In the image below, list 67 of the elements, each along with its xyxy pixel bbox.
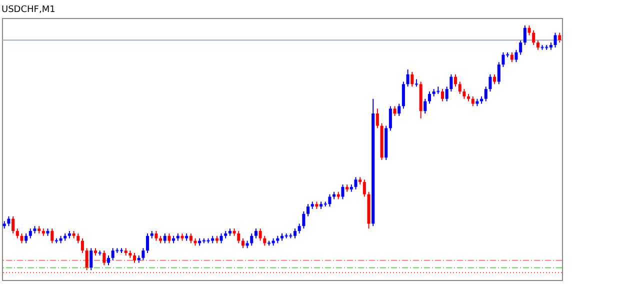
candlestick (428, 90, 431, 104)
candlestick (536, 40, 540, 50)
candlestick (12, 216, 15, 234)
candlestick (493, 74, 496, 85)
candlestick (189, 232, 192, 244)
candlestick (258, 228, 262, 242)
candlestick (263, 235, 266, 246)
candlestick (532, 30, 536, 46)
candlestick (488, 74, 492, 92)
candlestick (106, 254, 110, 266)
candlestick (514, 49, 518, 63)
candlestick (168, 232, 171, 244)
candlestick (523, 24, 526, 46)
candlestick (328, 194, 332, 208)
candlestick (133, 252, 136, 264)
candlestick (406, 68, 410, 88)
chart-title: USDCHF,M1 (2, 5, 56, 15)
candlestick (102, 250, 106, 266)
candlestick (293, 228, 297, 239)
candlestick (354, 176, 358, 190)
candlestick (7, 216, 10, 227)
candlestick (398, 103, 401, 116)
candlestick (502, 52, 505, 68)
candlestick (163, 232, 166, 244)
candlestick (558, 32, 562, 44)
candlestick (237, 230, 240, 244)
candlestick (306, 204, 310, 217)
candlestick (76, 232, 80, 244)
candlestick (376, 108, 379, 129)
candlestick (142, 248, 145, 261)
candlestick (24, 232, 28, 244)
candlestick (302, 210, 306, 230)
candlestick (241, 238, 244, 249)
candlestick (220, 232, 223, 244)
candlestick (85, 248, 88, 271)
candlestick (20, 232, 24, 244)
candlestick (111, 248, 114, 261)
candlestick (80, 238, 84, 254)
candlestick (28, 228, 32, 239)
candlestick (462, 88, 466, 100)
candlestick (16, 228, 19, 239)
candlestick (454, 74, 458, 88)
candlestick (497, 62, 500, 85)
candlestick (341, 184, 344, 200)
candlestick (440, 88, 444, 102)
candlestick (528, 24, 531, 36)
candlestick (484, 86, 488, 102)
candlestick (450, 74, 453, 92)
candlestick (510, 52, 514, 63)
candlestick (393, 106, 396, 116)
candlestick (554, 32, 557, 48)
candlestick (424, 98, 427, 114)
candlestick (445, 86, 448, 102)
candlestick (519, 40, 522, 56)
candlestick (254, 228, 258, 239)
candlestick (154, 230, 158, 242)
candlestick (458, 81, 462, 94)
candlestick (146, 232, 150, 254)
candlestick (388, 106, 392, 132)
candlestick (402, 81, 405, 110)
candlestick (362, 179, 366, 198)
candlestick (50, 228, 54, 244)
candlestick (250, 232, 254, 246)
candlestick (90, 248, 93, 271)
candlestick (410, 71, 414, 88)
candlestick (298, 223, 301, 234)
candlestick (471, 96, 474, 107)
